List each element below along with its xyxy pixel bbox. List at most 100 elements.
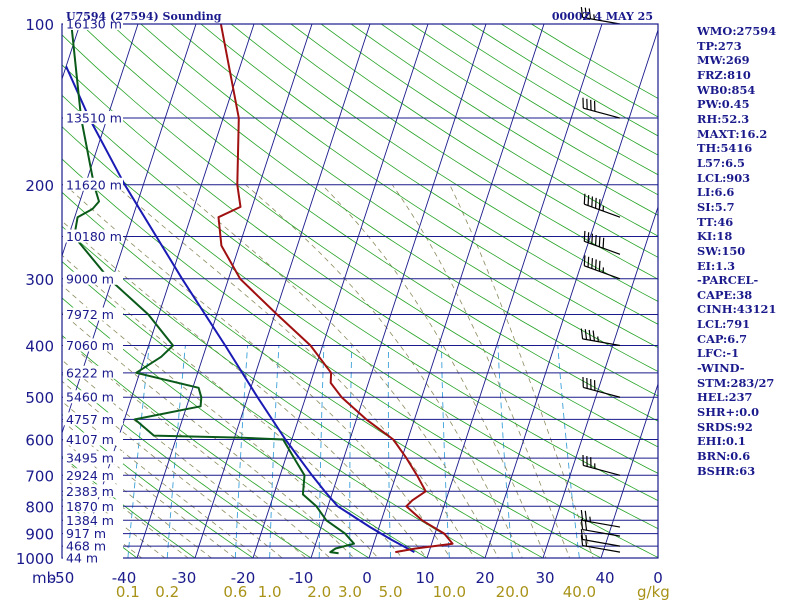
chart-title: U7594 (27594) Sounding — [66, 10, 222, 23]
wind-barb-staff — [582, 538, 621, 547]
mixing-ratio-label: 20.0 — [496, 583, 529, 600]
wind-barb-flag — [584, 329, 588, 340]
pressure-tick-label: 300 — [25, 271, 54, 289]
stability-index: STM:283/27 — [697, 375, 775, 390]
stability-index: TH:5416 — [697, 141, 753, 156]
wind-barb-staff — [582, 519, 621, 528]
isotherm-20 — [484, 28, 658, 558]
stability-index: L57:6.5 — [697, 155, 745, 170]
height-label: 5460 m — [66, 390, 114, 405]
temperature-tick-label: -50 — [50, 569, 75, 587]
wind-barb-flag — [594, 259, 597, 270]
temperature-tick-label: -20 — [231, 569, 256, 587]
stability-index: RH:52.3 — [697, 111, 750, 126]
height-label-bg — [63, 551, 123, 564]
dry-adiabat-120 — [140, 24, 658, 372]
height-label: 1870 m — [66, 499, 114, 514]
pressure-tick-label: 1000 — [16, 550, 54, 568]
wind-barb-flag — [580, 529, 584, 540]
isotherm--20 — [252, 24, 429, 558]
wind-barb-flag — [588, 329, 592, 341]
stability-index: LFC:-1 — [697, 346, 740, 361]
temperature-tick-label: 10 — [415, 569, 434, 587]
stability-index: WB0:854 — [697, 82, 756, 97]
temperature-tick-label: 0 — [653, 569, 663, 587]
stability-index: LCL:903 — [697, 170, 751, 185]
wind-barb-flag — [588, 8, 592, 19]
height-label-bg — [63, 307, 123, 321]
wind-barb-half-flag — [589, 516, 592, 522]
pressure-tick-label: 500 — [25, 389, 54, 407]
wind-barb-staff — [584, 203, 621, 218]
moist-adiabat--12 — [62, 380, 283, 558]
height-label: 2924 m — [66, 468, 114, 483]
wind-barb-staff — [583, 386, 621, 398]
moist-adiabat--16 — [62, 400, 260, 558]
wind-barb-flag — [591, 233, 594, 245]
moist-adiabat--8 — [62, 359, 307, 558]
isotherm-10 — [426, 24, 603, 558]
wind-barb — [580, 519, 621, 537]
dry-adiabat-140 — [200, 24, 658, 325]
height-label-bg — [63, 484, 123, 498]
isotherm-0 — [368, 24, 545, 558]
dry-adiabat-30 — [62, 225, 544, 558]
mixing-ratio-labels: 0.1 0.2 0.6 1.0 2.0 3.0 5.0 10.0 20.0 40.0 — [116, 583, 596, 600]
height-label: 6222 m — [66, 365, 114, 380]
wind-barb — [583, 255, 621, 280]
moist-adiabat--28 — [62, 457, 189, 558]
stability-index: MW:269 — [697, 53, 750, 68]
stability-index: SW:150 — [697, 243, 746, 258]
mixing-ratio-label: 10.0 — [433, 583, 466, 600]
wind-barb-staff — [582, 16, 621, 25]
wind-barb — [580, 529, 621, 547]
wind-barb-flag — [580, 6, 584, 18]
wind-barb-flag — [580, 328, 584, 339]
stability-index: LCL:791 — [697, 317, 751, 332]
height-label: 917 m — [66, 526, 106, 541]
wind-barb — [580, 328, 621, 347]
pressure-unit-label: mb — [32, 569, 56, 587]
isotherms — [62, 24, 658, 558]
moist-adiabat-32 — [321, 184, 547, 558]
wind-barb-flag — [598, 236, 601, 247]
moist-adiabat-16 — [64, 184, 451, 558]
temperature-profile — [217, 24, 454, 554]
plot-background — [62, 24, 658, 558]
pressure-tick-label: 600 — [25, 432, 54, 450]
pressure-tick-label: 700 — [25, 467, 54, 485]
moist-adiabat--20 — [62, 420, 236, 558]
stability-index: FRZ:810 — [697, 67, 751, 82]
height-label-bg — [63, 499, 123, 513]
moist-adiabat-40 — [449, 184, 594, 558]
wind-barb-flag — [591, 196, 594, 207]
stability-index: CAPE:38 — [697, 287, 753, 302]
wind-barb-half-flag — [593, 14, 595, 20]
wind-barb-flag — [598, 260, 601, 272]
mixing-ratio-label: 5.0 — [379, 583, 403, 600]
height-label: 468 m — [66, 539, 106, 554]
wind-barb-staff — [583, 107, 621, 119]
wind-barb-flag — [584, 510, 588, 522]
height-label-bg — [63, 17, 123, 30]
stability-index: CINH:43121 — [697, 302, 777, 317]
wind-barb — [580, 535, 621, 553]
isotherm--10 — [310, 24, 487, 558]
dry-adiabat-100 — [80, 24, 658, 422]
wind-barb-staff — [583, 464, 621, 476]
wind-barb-flag — [587, 256, 590, 268]
height-label-bg — [63, 468, 123, 482]
dry-adiabat-110 — [110, 24, 658, 397]
mixing-ratio-unit-label: g/kg — [637, 583, 670, 600]
dry-adiabat-60 — [62, 126, 658, 530]
moist-adiabat-28 — [245, 184, 523, 558]
temperature-tick-label: -40 — [112, 569, 137, 587]
pressure-tick-label: 800 — [25, 498, 54, 516]
stability-index: WMO:27594 — [697, 24, 777, 38]
wind-barb-flag — [584, 519, 588, 531]
stability-index: HEL:237 — [697, 390, 753, 405]
stability-index: PW:0.45 — [697, 97, 750, 112]
wind-barb — [580, 509, 621, 528]
height-label-bg — [63, 451, 123, 465]
